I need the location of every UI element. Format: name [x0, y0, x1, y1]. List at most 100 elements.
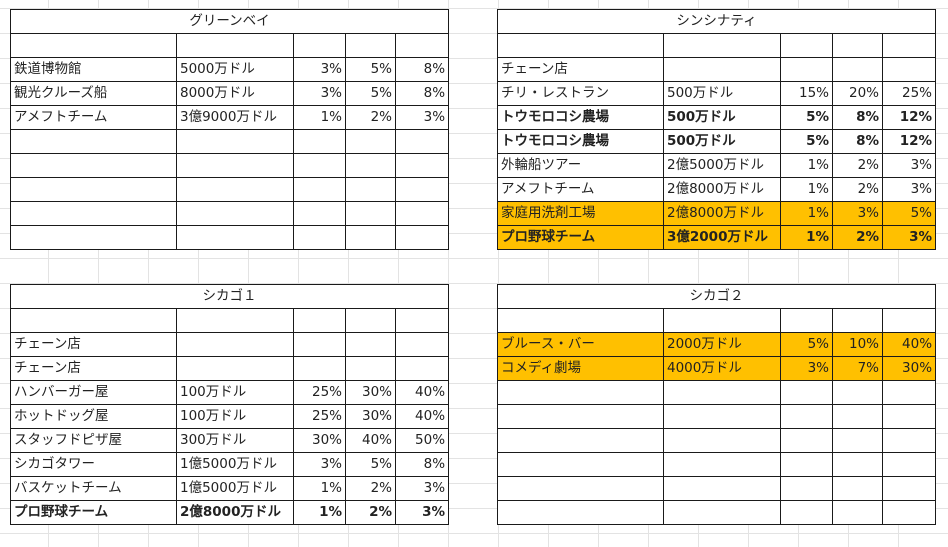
rate-3-cell[interactable]	[881, 33, 937, 58]
rate-1-cell[interactable]: 1%	[780, 201, 833, 226]
rate-3-cell[interactable]: 40%	[394, 404, 450, 429]
rate-3-cell[interactable]	[881, 428, 937, 453]
price-cell[interactable]: 5000万ドル	[176, 57, 294, 82]
rate-3-cell[interactable]: 40%	[394, 380, 450, 405]
rate-1-cell[interactable]	[293, 201, 346, 226]
name-cell[interactable]	[10, 308, 177, 333]
rate-2-cell[interactable]	[345, 332, 396, 357]
rate-2-cell[interactable]: 20%	[832, 81, 883, 106]
rate-2-cell[interactable]	[832, 380, 883, 405]
price-cell[interactable]	[176, 225, 294, 250]
name-cell[interactable]: 外輪船ツアー	[497, 153, 664, 178]
rate-1-cell[interactable]	[780, 33, 833, 58]
name-cell[interactable]	[497, 308, 664, 333]
rate-2-cell[interactable]: 10%	[832, 332, 883, 357]
name-cell[interactable]: 観光クルーズ船	[10, 81, 177, 106]
table-title[interactable]: シカゴ１	[9, 284, 450, 309]
rate-1-cell[interactable]	[780, 57, 833, 82]
rate-3-cell[interactable]: 8%	[394, 81, 450, 106]
price-cell[interactable]: 2000万ドル	[663, 332, 781, 357]
price-cell[interactable]	[663, 428, 781, 453]
rate-2-cell[interactable]	[832, 476, 883, 501]
rate-2-cell[interactable]: 8%	[832, 105, 883, 130]
name-cell[interactable]	[497, 452, 664, 477]
rate-2-cell[interactable]: 7%	[832, 356, 883, 381]
rate-3-cell[interactable]: 40%	[881, 332, 937, 357]
rate-1-cell[interactable]: 25%	[293, 404, 346, 429]
name-cell[interactable]: ホットドッグ屋	[10, 404, 177, 429]
price-cell[interactable]: 3億2000万ドル	[663, 225, 781, 250]
name-cell[interactable]	[10, 33, 177, 58]
price-cell[interactable]	[663, 500, 781, 525]
rate-2-cell[interactable]: 2%	[345, 105, 396, 130]
rate-2-cell[interactable]: 2%	[345, 476, 396, 501]
rate-3-cell[interactable]	[394, 308, 450, 333]
price-cell[interactable]	[176, 201, 294, 226]
name-cell[interactable]: シカゴタワー	[10, 452, 177, 477]
rate-3-cell[interactable]: 3%	[394, 105, 450, 130]
rate-3-cell[interactable]	[394, 356, 450, 381]
price-cell[interactable]	[176, 177, 294, 202]
rate-2-cell[interactable]	[345, 308, 396, 333]
rate-3-cell[interactable]	[394, 33, 450, 58]
rate-2-cell[interactable]	[832, 404, 883, 429]
rate-3-cell[interactable]: 3%	[394, 476, 450, 501]
rate-1-cell[interactable]: 1%	[780, 177, 833, 202]
rate-1-cell[interactable]: 3%	[293, 452, 346, 477]
name-cell[interactable]: アメフトチーム	[10, 105, 177, 130]
price-cell[interactable]	[176, 129, 294, 154]
price-cell[interactable]: 1億5000万ドル	[176, 452, 294, 477]
rate-2-cell[interactable]	[832, 308, 883, 333]
price-cell[interactable]	[663, 380, 781, 405]
name-cell[interactable]: ハンバーガー屋	[10, 380, 177, 405]
price-cell[interactable]	[663, 404, 781, 429]
rate-1-cell[interactable]	[780, 476, 833, 501]
rate-1-cell[interactable]: 30%	[293, 428, 346, 453]
rate-3-cell[interactable]	[881, 452, 937, 477]
rate-1-cell[interactable]	[780, 428, 833, 453]
rate-2-cell[interactable]: 30%	[345, 380, 396, 405]
rate-1-cell[interactable]	[293, 33, 346, 58]
price-cell[interactable]	[663, 308, 781, 333]
rate-1-cell[interactable]	[780, 380, 833, 405]
rate-3-cell[interactable]: 3%	[881, 177, 937, 202]
table-title[interactable]: シンシナティ	[496, 9, 937, 34]
price-cell[interactable]	[663, 452, 781, 477]
price-cell[interactable]: 500万ドル	[663, 105, 781, 130]
rate-2-cell[interactable]: 2%	[832, 153, 883, 178]
rate-3-cell[interactable]	[394, 153, 450, 178]
rate-3-cell[interactable]: 30%	[881, 356, 937, 381]
name-cell[interactable]: スタッフドピザ屋	[10, 428, 177, 453]
rate-1-cell[interactable]: 5%	[780, 105, 833, 130]
name-cell[interactable]: チェーン店	[497, 57, 664, 82]
name-cell[interactable]: プロ野球チーム	[10, 500, 177, 525]
price-cell[interactable]	[176, 33, 294, 58]
rate-3-cell[interactable]: 8%	[394, 57, 450, 82]
price-cell[interactable]: 2億8000万ドル	[176, 500, 294, 525]
rate-3-cell[interactable]	[394, 177, 450, 202]
rate-3-cell[interactable]	[881, 380, 937, 405]
rate-3-cell[interactable]: 12%	[881, 105, 937, 130]
rate-2-cell[interactable]: 5%	[345, 57, 396, 82]
rate-3-cell[interactable]	[881, 500, 937, 525]
rate-2-cell[interactable]: 2%	[345, 500, 396, 525]
name-cell[interactable]	[497, 380, 664, 405]
rate-3-cell[interactable]: 3%	[881, 225, 937, 250]
rate-3-cell[interactable]: 8%	[394, 452, 450, 477]
price-cell[interactable]: 500万ドル	[663, 81, 781, 106]
rate-3-cell[interactable]: 3%	[881, 153, 937, 178]
name-cell[interactable]	[10, 225, 177, 250]
rate-2-cell[interactable]: 2%	[832, 225, 883, 250]
price-cell[interactable]: 3億9000万ドル	[176, 105, 294, 130]
rate-3-cell[interactable]	[394, 332, 450, 357]
rate-3-cell[interactable]: 5%	[881, 201, 937, 226]
rate-2-cell[interactable]: 2%	[832, 177, 883, 202]
rate-3-cell[interactable]	[881, 404, 937, 429]
rate-1-cell[interactable]	[780, 308, 833, 333]
name-cell[interactable]: チェーン店	[10, 332, 177, 357]
price-cell[interactable]	[176, 308, 294, 333]
rate-3-cell[interactable]: 50%	[394, 428, 450, 453]
price-cell[interactable]: 500万ドル	[663, 129, 781, 154]
rate-3-cell[interactable]	[881, 476, 937, 501]
rate-1-cell[interactable]	[780, 500, 833, 525]
